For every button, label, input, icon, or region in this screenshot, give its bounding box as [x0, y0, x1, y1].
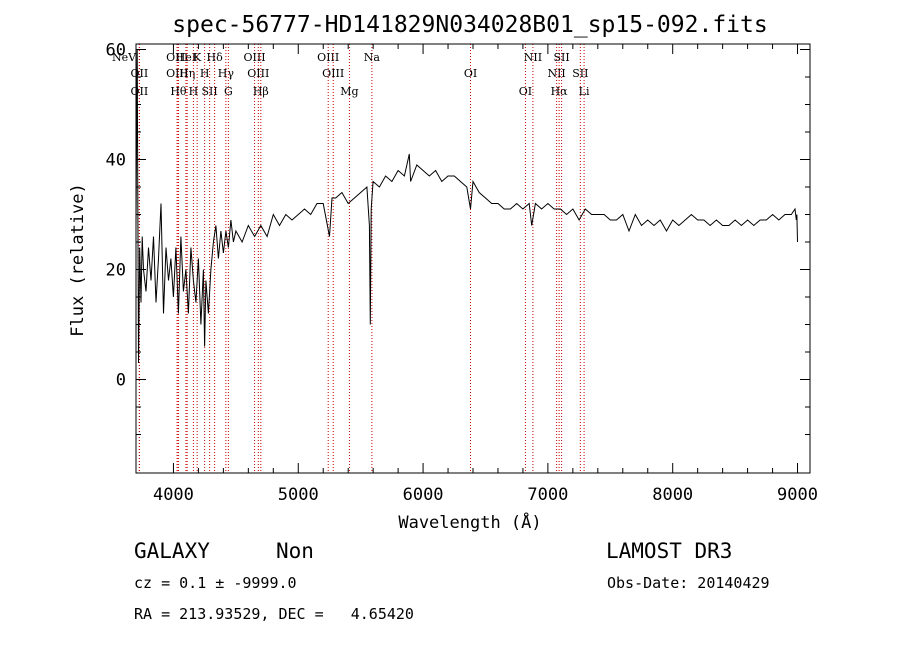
line-marker-label: H: [200, 67, 210, 80]
y-tick-label: 20: [106, 261, 126, 281]
line-marker-label: Hη: [179, 67, 195, 80]
ra-dec-coordinates: RA = 213.93529, DEC = 4.65420: [134, 605, 414, 623]
object-subclass: Non: [276, 539, 314, 563]
y-tick-label: 0: [116, 371, 126, 391]
line-marker-label: Na: [364, 51, 381, 64]
line-marker-label: NII: [547, 67, 565, 80]
line-marker-label: NII: [524, 51, 542, 64]
line-marker-label: OII: [131, 85, 149, 98]
line-marker-label: OIII: [247, 67, 269, 80]
line-marker-label: OIII: [166, 67, 188, 80]
line-marker-label: Hγ: [218, 67, 235, 80]
line-marker-label: Hβ: [253, 85, 269, 98]
y-tick-label: 60: [106, 41, 126, 61]
line-marker-label: Hδ: [207, 51, 224, 64]
line-marker-label: SII: [202, 85, 218, 98]
line-marker-label: G: [224, 85, 233, 98]
survey-name: LAMOST DR3: [606, 539, 732, 563]
x-tick-label: 8000: [652, 485, 693, 505]
line-marker-label: Hα: [551, 85, 569, 98]
line-marker-label: H: [189, 85, 199, 98]
x-tick-label: 4000: [153, 485, 194, 505]
line-marker-label: OIII: [244, 51, 266, 64]
x-axis-label: Wavelength (Å): [398, 511, 541, 533]
line-marker-label: Li: [579, 85, 590, 98]
x-tick-label: 9000: [777, 485, 818, 505]
line-marker-label: Mg: [340, 85, 358, 98]
line-marker-layer: NeVOIIOIIOIIIOIIIHθHeIHηHKHSIIHδHγGOIIIO…: [112, 44, 590, 473]
y-axis-label: Flux (relative): [68, 183, 88, 337]
line-marker-label: OI: [464, 67, 477, 80]
plot-frame: [135, 43, 811, 474]
x-tick-label: 6000: [403, 485, 444, 505]
spectrum-layer: [135, 49, 798, 364]
y-tick-label: 40: [106, 151, 126, 171]
x-tick-label: 7000: [527, 485, 568, 505]
line-marker-label: HeI: [176, 51, 196, 64]
axis-ticks-layer: 4000 5000 6000 7000 8000 9000 0 20 40 60: [106, 41, 818, 506]
line-marker-label: Hθ: [170, 85, 187, 98]
chart-title: spec-56777-HD141829N034028B01_sp15-092.f…: [172, 12, 767, 38]
line-marker-label: NeV: [112, 51, 137, 64]
line-marker-label: OII: [131, 67, 149, 80]
line-marker-label: OI: [519, 85, 532, 98]
object-class: GALAXY: [134, 539, 210, 563]
line-marker-label: OIII: [322, 67, 344, 80]
line-marker-label: OIII: [317, 51, 339, 64]
line-marker-label: SII: [572, 67, 588, 80]
line-marker-label: K: [193, 51, 202, 64]
line-marker-label: SII: [554, 51, 570, 64]
observation-date: Obs-Date: 20140429: [607, 574, 770, 592]
x-tick-label: 5000: [278, 485, 319, 505]
spectrum-line: [135, 49, 798, 364]
line-marker-label: OIII: [166, 51, 188, 64]
redshift-cz: cz = 0.1 ± -9999.0: [134, 574, 297, 592]
